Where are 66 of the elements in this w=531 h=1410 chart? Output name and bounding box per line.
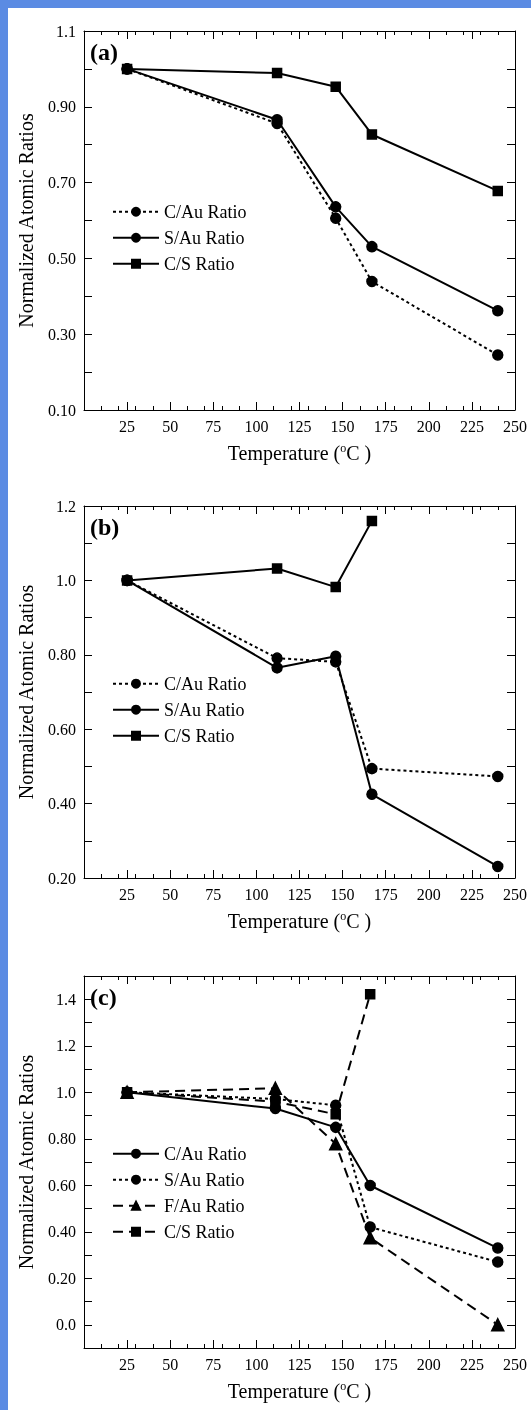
y-tick-label: 0.70 — [48, 174, 76, 192]
legend-label: C/S Ratio — [164, 725, 235, 746]
legend-label: C/S Ratio — [164, 253, 235, 274]
chart-title: (a) — [90, 39, 118, 65]
y-tick-label: 0.50 — [48, 249, 76, 267]
x-tick-label: 175 — [373, 885, 398, 903]
y-axis-title: Normalized Atomic Ratios — [15, 113, 37, 328]
x-tick-label: 175 — [373, 417, 398, 435]
legend-label: C/Au Ratio — [164, 201, 247, 222]
y-tick-label: 0.90 — [48, 98, 76, 116]
x-tick-label: 250 — [503, 417, 527, 435]
y-axis-title: Normalized Atomic Ratios — [15, 584, 37, 800]
x-tick-label: 225 — [459, 885, 484, 903]
x-tick-label: 150 — [330, 417, 355, 435]
x-tick-label: 100 — [244, 1355, 269, 1373]
y-tick-label: 1.0 — [56, 571, 76, 589]
x-tick-label: 200 — [416, 1355, 441, 1373]
x-tick-label: 125 — [287, 417, 312, 435]
y-tick-label: 0.60 — [48, 720, 76, 738]
x-tick-label: 175 — [373, 1355, 398, 1373]
legend-label: C/Au Ratio — [164, 1143, 247, 1164]
x-tick-label: 50 — [162, 1355, 179, 1373]
y-tick-label: 1.0 — [56, 1083, 76, 1101]
x-tick-label: 225 — [459, 417, 484, 435]
x-tick-label: 200 — [416, 417, 441, 435]
y-tick-label: 1.4 — [56, 990, 76, 1008]
y-tick-label: 0.80 — [48, 1130, 76, 1148]
x-tick-label: 125 — [287, 885, 312, 903]
legend-label: C/Au Ratio — [164, 673, 247, 694]
x-tick-label: 200 — [416, 885, 441, 903]
x-tick-label: 75 — [205, 885, 222, 903]
legend-label: S/Au Ratio — [164, 1169, 245, 1190]
legend-label: C/S Ratio — [164, 1221, 235, 1242]
x-tick-label: 25 — [119, 885, 136, 903]
y-tick-label: 0.40 — [48, 1223, 76, 1241]
x-tick-label: 50 — [162, 885, 179, 903]
y-tick-label: 1.2 — [56, 497, 76, 515]
legend-label: S/Au Ratio — [164, 699, 245, 720]
y-tick-label: 0.20 — [48, 1269, 76, 1287]
y-tick-label: 0.10 — [48, 401, 76, 419]
x-tick-label: 75 — [205, 417, 222, 435]
legend-label: F/Au Ratio — [164, 1195, 245, 1216]
x-tick-label: 100 — [244, 417, 269, 435]
x-tick-label: 150 — [330, 1355, 355, 1373]
y-tick-label: 0.60 — [48, 1176, 76, 1194]
y-tick-label: 0.30 — [48, 325, 76, 343]
y-axis-title: Normalized Atomic Ratios — [15, 1054, 37, 1270]
x-tick-label: 25 — [119, 1355, 136, 1373]
chart-title: (c) — [90, 984, 117, 1010]
legend-label: S/Au Ratio — [164, 227, 245, 248]
x-tick-label: 25 — [119, 417, 136, 435]
x-tick-label: 225 — [459, 1355, 484, 1373]
x-tick-label: 150 — [330, 885, 355, 903]
x-tick-label: 75 — [205, 1355, 222, 1373]
x-tick-label: 250 — [503, 885, 527, 903]
x-tick-label: 125 — [287, 1355, 312, 1373]
y-tick-label: 1.2 — [56, 1037, 76, 1055]
y-tick-label: 0.80 — [48, 646, 76, 664]
x-tick-label: 250 — [503, 1355, 527, 1373]
x-tick-label: 100 — [244, 885, 269, 903]
chart-title: (b) — [90, 514, 120, 540]
x-tick-label: 50 — [162, 417, 179, 435]
y-tick-label: 1.1 — [56, 22, 76, 40]
y-tick-label: 0.20 — [48, 869, 76, 887]
y-tick-label: 0.0 — [56, 1316, 76, 1334]
y-tick-label: 0.40 — [48, 795, 76, 813]
